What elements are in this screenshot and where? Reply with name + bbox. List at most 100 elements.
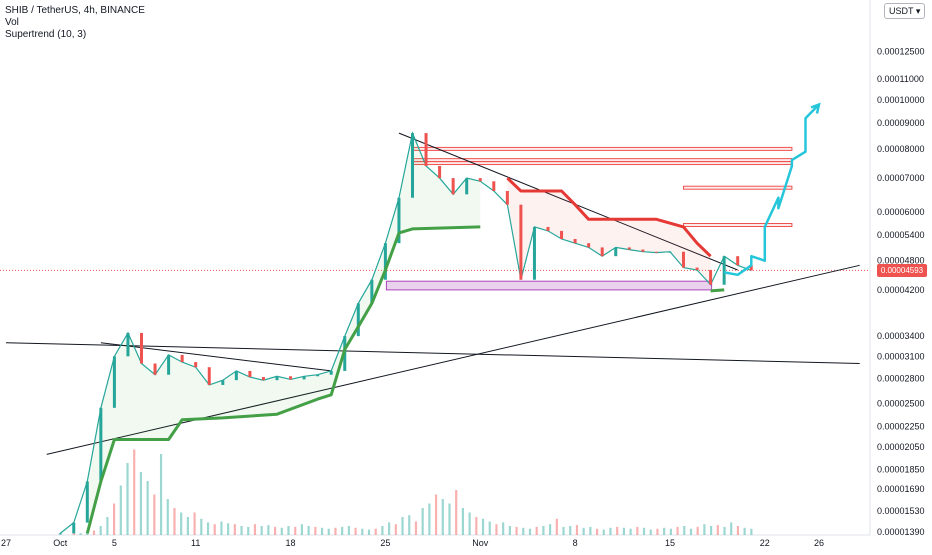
- trendline: [100, 342, 332, 372]
- volume-bar: [562, 526, 565, 535]
- price-candle: [194, 362, 198, 368]
- volume-bar: [710, 526, 713, 535]
- volume-bar: [555, 518, 558, 535]
- price-candle: [180, 354, 184, 363]
- price-candle: [234, 370, 238, 381]
- volume-bar: [696, 526, 699, 535]
- volume-bar: [669, 528, 672, 535]
- volume-bar: [515, 526, 518, 535]
- volume-bar: [683, 526, 686, 535]
- volume-bar: [186, 517, 189, 535]
- support-zone: [385, 280, 713, 291]
- volume-bar: [133, 449, 136, 535]
- volume-bar: [743, 527, 746, 535]
- volume-bar: [307, 526, 310, 535]
- trendline: [5, 342, 860, 364]
- x-tick-label: 22: [760, 538, 770, 548]
- volume-bar: [642, 527, 646, 535]
- price-candle: [505, 190, 509, 205]
- price-candle: [587, 243, 591, 248]
- x-tick-label: 8: [573, 538, 578, 548]
- volume-bar: [72, 533, 75, 535]
- volume-bar: [233, 524, 236, 535]
- x-tick-label: 25: [380, 538, 390, 548]
- price-candle: [275, 376, 279, 381]
- volume-bar: [656, 528, 659, 535]
- volume-bar: [354, 527, 357, 535]
- volume-bar: [92, 530, 96, 535]
- y-tick-label: 0.00010000: [877, 95, 925, 105]
- volume-bar: [750, 528, 753, 535]
- volume-bar: [166, 499, 169, 535]
- volume-bar: [146, 481, 149, 535]
- volume-bar: [622, 527, 625, 535]
- price-candle: [329, 370, 333, 375]
- price-candle: [600, 247, 604, 257]
- supertrend-up-line-recent: [710, 288, 725, 293]
- trendline: [398, 132, 738, 271]
- supertrend-down-fill: [507, 178, 711, 285]
- volume-bar: [495, 524, 498, 535]
- volume-bar: [481, 518, 485, 535]
- volume-bar: [159, 454, 163, 535]
- volume-bar: [414, 521, 418, 535]
- supertrend-up-line: [85, 225, 481, 534]
- y-tick-label: 0.00003100: [877, 351, 925, 361]
- y-tick-label: 0.00004200: [877, 285, 925, 295]
- supertrend-indicator-label[interactable]: Supertrend (10, 3): [5, 29, 87, 40]
- volume-bar: [575, 525, 579, 535]
- price-candle: [58, 533, 62, 535]
- x-tick-label: 26: [814, 538, 824, 548]
- chevron-down-icon: ▾: [915, 6, 921, 16]
- volume-bar: [267, 525, 270, 535]
- volume-bar: [455, 490, 458, 535]
- currency-selector[interactable]: USDT ▾: [884, 3, 926, 19]
- y-tick-label: 0.00003400: [877, 331, 925, 341]
- volume-bar: [334, 527, 337, 535]
- x-tick-label: 18: [286, 538, 296, 548]
- y-tick-label: 0.00012500: [877, 46, 925, 56]
- volume-bar: [448, 503, 451, 535]
- volume-indicator-label[interactable]: Vol: [5, 17, 19, 28]
- volume-bar: [247, 526, 250, 535]
- price-candle: [560, 230, 564, 239]
- y-tick-label: 0.00005400: [877, 230, 925, 240]
- price-candle: [654, 251, 658, 253]
- volume-bar: [609, 527, 612, 535]
- projection-path: [723, 103, 820, 277]
- price-candle: [207, 367, 211, 385]
- price-candle: [695, 267, 699, 270]
- volume-bar: [421, 508, 424, 535]
- price-candle: [397, 197, 401, 244]
- volume-bar: [488, 521, 491, 535]
- volume-bar: [300, 524, 304, 535]
- volume-bar: [408, 515, 411, 535]
- volume-bar: [180, 512, 183, 535]
- volume-bar: [347, 526, 350, 535]
- price-line: [59, 131, 752, 534]
- supertrend-down-line: [506, 177, 712, 258]
- volume-bar: [280, 527, 283, 535]
- x-tick-label: 15: [665, 538, 675, 548]
- price-candle: [451, 178, 455, 195]
- volume-bar: [508, 526, 511, 535]
- volume-bar: [616, 526, 619, 535]
- volume-bar: [213, 524, 216, 535]
- volume-bar: [461, 508, 465, 535]
- volume-bar: [79, 533, 82, 535]
- volume-bar: [112, 503, 116, 535]
- volume-bar: [314, 526, 317, 535]
- y-tick-label: 0.00007000: [877, 173, 925, 183]
- x-tick-label: Oct: [53, 538, 68, 548]
- volume-bar: [341, 526, 344, 535]
- volume-bar: [676, 526, 679, 535]
- volume-bar: [703, 524, 706, 535]
- currency-label[interactable]: USDT: [889, 6, 914, 16]
- x-tick-label: Nov: [472, 538, 489, 548]
- volume-bar: [475, 517, 478, 535]
- volume-bar: [723, 526, 726, 535]
- x-tick-label: 5: [112, 538, 117, 548]
- symbol-title[interactable]: SHIB / TetherUS, 4h, BINANCE: [5, 5, 145, 16]
